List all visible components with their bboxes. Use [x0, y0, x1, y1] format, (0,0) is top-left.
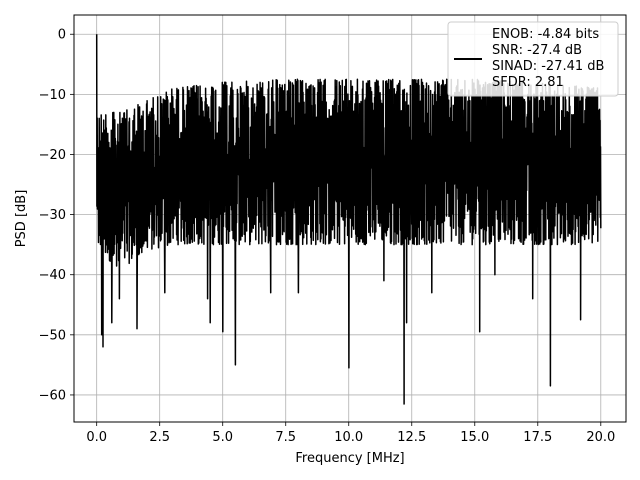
- y-tick-label: −30: [39, 208, 66, 223]
- y-axis-label: PSD [dB]: [14, 190, 29, 248]
- y-tick-label: 0: [58, 28, 66, 43]
- series-layer: [95, 34, 602, 405]
- psd-series-line: [95, 34, 602, 405]
- x-tick-label: 7.5: [275, 430, 296, 445]
- x-tick-label: 0.0: [86, 430, 107, 445]
- x-tick-label: 17.5: [523, 430, 552, 445]
- y-tick-label: −40: [39, 268, 66, 283]
- axis-ticks: 0.0 2.5 5.0 7.5 10.0 12.5 15.0 17.5 20.0 0 −10 −20 −…: [39, 28, 616, 445]
- y-tick-label: −60: [39, 388, 66, 403]
- plot-frame: [73, 14, 627, 423]
- x-tick-label: 20.0: [586, 430, 615, 445]
- legend-entry-enob: ENOB: -4.84 bits: [492, 27, 599, 42]
- y-tick-label: −10: [39, 88, 66, 103]
- y-tick-label: −50: [39, 328, 66, 343]
- legend-entry-sfdr: SFDR: 2.81: [492, 75, 564, 90]
- x-tick-label: 15.0: [460, 430, 489, 445]
- legend-box: [447, 21, 619, 97]
- x-tick-label: 2.5: [149, 430, 170, 445]
- legend-entry-sinad: SINAD: -27.41 dB: [492, 59, 604, 74]
- legend: ENOB: -4.84 bits SNR: -27.4 dB SINAD: -2…: [447, 21, 619, 97]
- x-tick-label: 5.0: [212, 430, 233, 445]
- legend-entry-snr: SNR: -27.4 dB: [492, 43, 582, 58]
- x-axis-label: Frequency [MHz]: [295, 451, 404, 466]
- x-tick-label: 12.5: [397, 430, 426, 445]
- x-tick-label: 10.0: [334, 430, 363, 445]
- y-tick-label: −20: [39, 148, 66, 163]
